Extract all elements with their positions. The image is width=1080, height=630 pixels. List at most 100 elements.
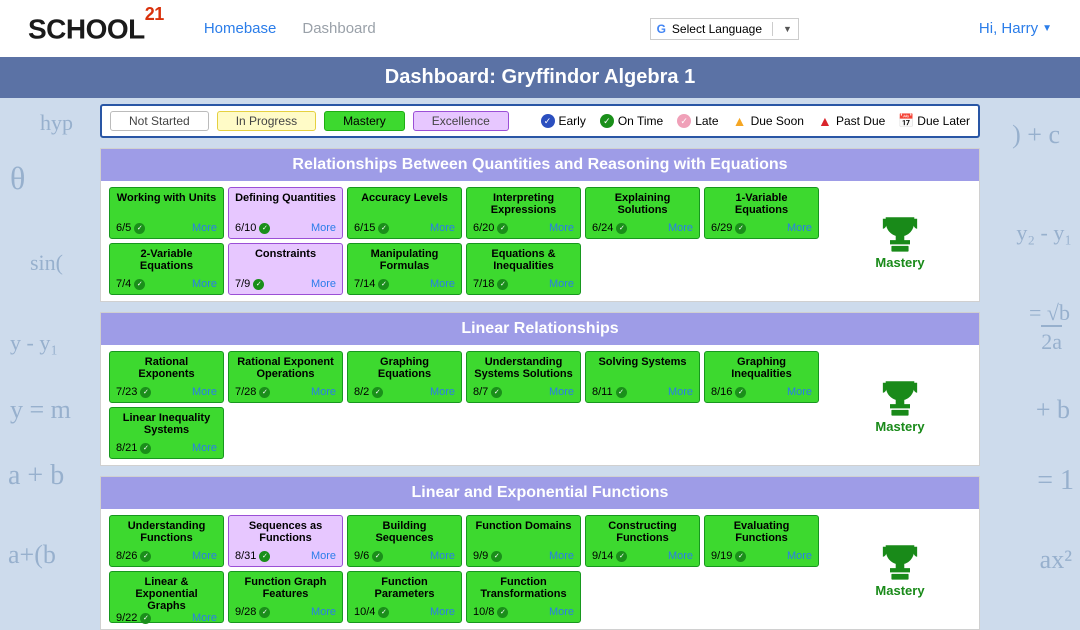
card-more-link[interactable]: More <box>192 442 217 454</box>
card-more-link[interactable]: More <box>549 222 574 234</box>
card-title: Function Graph Features <box>235 576 336 600</box>
language-selector[interactable]: G Select Language ▼ <box>650 18 799 40</box>
ontime-check-icon: ✓ <box>378 279 389 290</box>
card-more-link[interactable]: More <box>192 386 217 398</box>
topic-card[interactable]: Function Transformations10/8 ✓More <box>466 571 581 623</box>
ontime-check-icon: ✓ <box>378 607 389 618</box>
topic-card[interactable]: Constraints7/9 ✓More <box>228 243 343 295</box>
topic-card[interactable]: Graphing Equations8/2 ✓More <box>347 351 462 403</box>
section: Linear RelationshipsRational Exponents7/… <box>100 312 980 466</box>
card-more-link[interactable]: More <box>549 550 574 562</box>
topic-card[interactable]: Equations & Inequalities7/18 ✓More <box>466 243 581 295</box>
card-more-link[interactable]: More <box>192 612 217 624</box>
topic-card[interactable]: Evaluating Functions9/19 ✓More <box>704 515 819 567</box>
main-content: Not Started In Progress Mastery Excellen… <box>100 104 980 630</box>
topic-card[interactable]: Function Graph Features 9/28 ✓ More <box>228 571 343 623</box>
legend-ontime: ✓On Time <box>600 114 663 128</box>
card-more-link[interactable]: More <box>311 278 336 290</box>
topic-card[interactable]: Rational Exponents7/23 ✓More <box>109 351 224 403</box>
topic-card[interactable]: Function Parameters10/4 ✓More <box>347 571 462 623</box>
trophy-icon <box>876 213 924 253</box>
dropdown-icon: ▼ <box>783 24 792 34</box>
user-menu[interactable]: Hi, Harry ▼ <box>979 20 1052 37</box>
cards-grid: Working with Units6/5 ✓MoreDefining Quan… <box>109 187 829 295</box>
card-title: Understanding Systems Solutions <box>473 356 574 380</box>
card-date: 7/18 ✓ <box>473 278 508 290</box>
card-more-link[interactable]: More <box>430 222 455 234</box>
topic-card[interactable]: Linear & Exponential Graphs9/22 ✓More <box>109 571 224 623</box>
topic-card[interactable]: Rational Exponent Operations7/28 ✓More <box>228 351 343 403</box>
card-more-link[interactable]: More <box>668 386 693 398</box>
card-more-link[interactable]: More <box>668 550 693 562</box>
topic-card[interactable]: Sequences as Functions8/31 ✓More <box>228 515 343 567</box>
card-date: 6/10 ✓ <box>235 222 270 234</box>
ontime-check-icon: ✓ <box>735 223 746 234</box>
card-title: Defining Quantities <box>235 192 336 204</box>
topic-card[interactable]: Manipulating Formulas7/14 ✓More <box>347 243 462 295</box>
topic-card[interactable]: Explaining Solutions6/24 ✓More <box>585 187 700 239</box>
nav-homebase[interactable]: Homebase <box>204 20 277 37</box>
card-more-link[interactable]: More <box>311 606 336 618</box>
card-date: 9/22 ✓ <box>116 612 151 624</box>
card-more-link[interactable]: More <box>430 278 455 290</box>
card-date: 7/23 ✓ <box>116 386 151 398</box>
card-date: 6/20 ✓ <box>473 222 508 234</box>
card-more-link[interactable]: More <box>668 222 693 234</box>
card-date: 9/28 ✓ <box>235 606 270 618</box>
card-more-link[interactable]: More <box>311 550 336 562</box>
late-icon: ✓ <box>677 114 691 128</box>
legend-in-progress: In Progress <box>217 111 316 131</box>
card-date: 9/9 ✓ <box>473 550 502 562</box>
section-header: Relationships Between Quantities and Rea… <box>101 149 979 181</box>
google-icon: G <box>657 22 666 36</box>
ontime-check-icon: ✓ <box>491 387 502 398</box>
card-date: 7/14 ✓ <box>354 278 389 290</box>
topic-card[interactable]: Interpreting Expressions6/20 ✓More <box>466 187 581 239</box>
topic-card[interactable]: 1-Variable Equations6/29 ✓More <box>704 187 819 239</box>
card-title: Building Sequences <box>354 520 455 544</box>
card-more-link[interactable]: More <box>311 222 336 234</box>
card-more-link[interactable]: More <box>787 222 812 234</box>
card-more-link[interactable]: More <box>192 278 217 290</box>
topic-card[interactable]: Linear Inequality Systems8/21 ✓More <box>109 407 224 459</box>
card-more-link[interactable]: More <box>430 606 455 618</box>
ontime-icon: ✓ <box>600 114 614 128</box>
card-more-link[interactable]: More <box>430 386 455 398</box>
card-title: Graphing Inequalities <box>711 356 812 380</box>
ontime-check-icon: ✓ <box>259 607 270 618</box>
topic-card[interactable]: Understanding Functions8/26 ✓More <box>109 515 224 567</box>
section-header: Linear Relationships <box>101 313 979 345</box>
card-more-link[interactable]: More <box>311 386 336 398</box>
topic-card[interactable]: Solving Systems8/11 ✓More <box>585 351 700 403</box>
card-more-link[interactable]: More <box>430 550 455 562</box>
card-more-link[interactable]: More <box>787 550 812 562</box>
card-more-link[interactable]: More <box>192 222 217 234</box>
card-date: 8/2 ✓ <box>354 386 383 398</box>
topic-card[interactable]: Defining Quantities 6/10 ✓ More <box>228 187 343 239</box>
ontime-check-icon: ✓ <box>616 223 627 234</box>
section-trophy: Mastery <box>829 187 971 295</box>
ontime-check-icon: ✓ <box>497 223 508 234</box>
card-more-link[interactable]: More <box>549 278 574 290</box>
ontime-check-icon: ✓ <box>259 223 270 234</box>
topic-card[interactable]: Graphing Inequalities8/16 ✓More <box>704 351 819 403</box>
card-date: 8/26 ✓ <box>116 550 151 562</box>
section: Relationships Between Quantities and Rea… <box>100 148 980 302</box>
topic-card[interactable]: 2-Variable Equations7/4 ✓More <box>109 243 224 295</box>
topic-card[interactable]: Accuracy Levels6/15 ✓More <box>347 187 462 239</box>
topic-card[interactable]: Constructing Functions9/14 ✓More <box>585 515 700 567</box>
card-more-link[interactable]: More <box>549 386 574 398</box>
card-more-link[interactable]: More <box>787 386 812 398</box>
topic-card[interactable]: Function Domains9/9 ✓More <box>466 515 581 567</box>
section: Linear and Exponential FunctionsUndersta… <box>100 476 980 630</box>
topic-card[interactable]: Building Sequences9/6 ✓More <box>347 515 462 567</box>
card-more-link[interactable]: More <box>549 606 574 618</box>
topic-card[interactable]: Understanding Systems Solutions8/7 ✓More <box>466 351 581 403</box>
card-more-link[interactable]: More <box>192 550 217 562</box>
cards-grid: Rational Exponents7/23 ✓MoreRational Exp… <box>109 351 829 459</box>
nav-dashboard[interactable]: Dashboard <box>302 20 375 37</box>
caret-down-icon: ▼ <box>1042 23 1052 34</box>
topic-card[interactable]: Working with Units6/5 ✓More <box>109 187 224 239</box>
card-title: Sequences as Functions <box>235 520 336 544</box>
ontime-check-icon: ✓ <box>497 607 508 618</box>
